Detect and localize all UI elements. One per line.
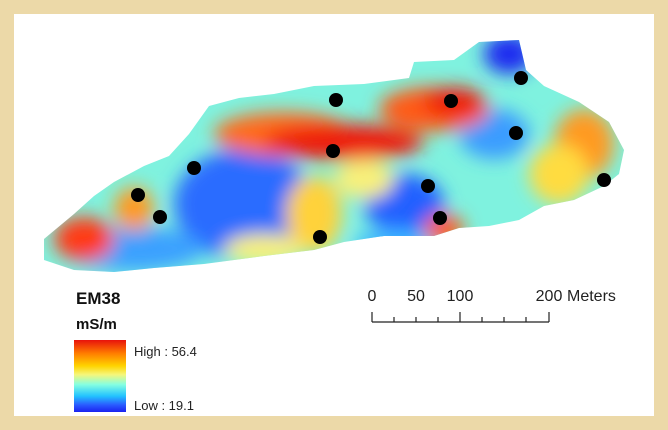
sample-points (131, 71, 611, 244)
sample-point[interactable] (153, 210, 167, 224)
ramp-low-label: Low : 19.1 (134, 398, 194, 413)
sample-point[interactable] (509, 126, 523, 140)
sample-point[interactable] (329, 93, 343, 107)
scale-tick-0: 0 (367, 288, 377, 305)
legend-title: EM38 (76, 289, 121, 308)
sample-point[interactable] (433, 211, 447, 225)
sample-point[interactable] (514, 71, 528, 85)
sample-point[interactable] (421, 179, 435, 193)
color-ramp (74, 340, 126, 412)
sample-point[interactable] (597, 173, 611, 187)
scale-tick-200: 200 (535, 288, 563, 305)
sample-point[interactable] (131, 188, 145, 202)
ramp-high-label: High : 56.4 (134, 344, 197, 359)
sample-point[interactable] (313, 230, 327, 244)
map-panel: EM38 mS/m High : 56.4 Low : 19.1 0 50 10… (14, 14, 654, 416)
map-canvas (44, 40, 624, 272)
sample-point[interactable] (326, 144, 340, 158)
scale-unit: Meters (567, 288, 616, 305)
scale-bar (371, 312, 550, 323)
scale-tick-100: 100 (446, 288, 474, 305)
scale-tick-50: 50 (407, 288, 425, 305)
legend-unit: mS/m (76, 316, 117, 333)
sample-point[interactable] (444, 94, 458, 108)
sample-point[interactable] (187, 161, 201, 175)
